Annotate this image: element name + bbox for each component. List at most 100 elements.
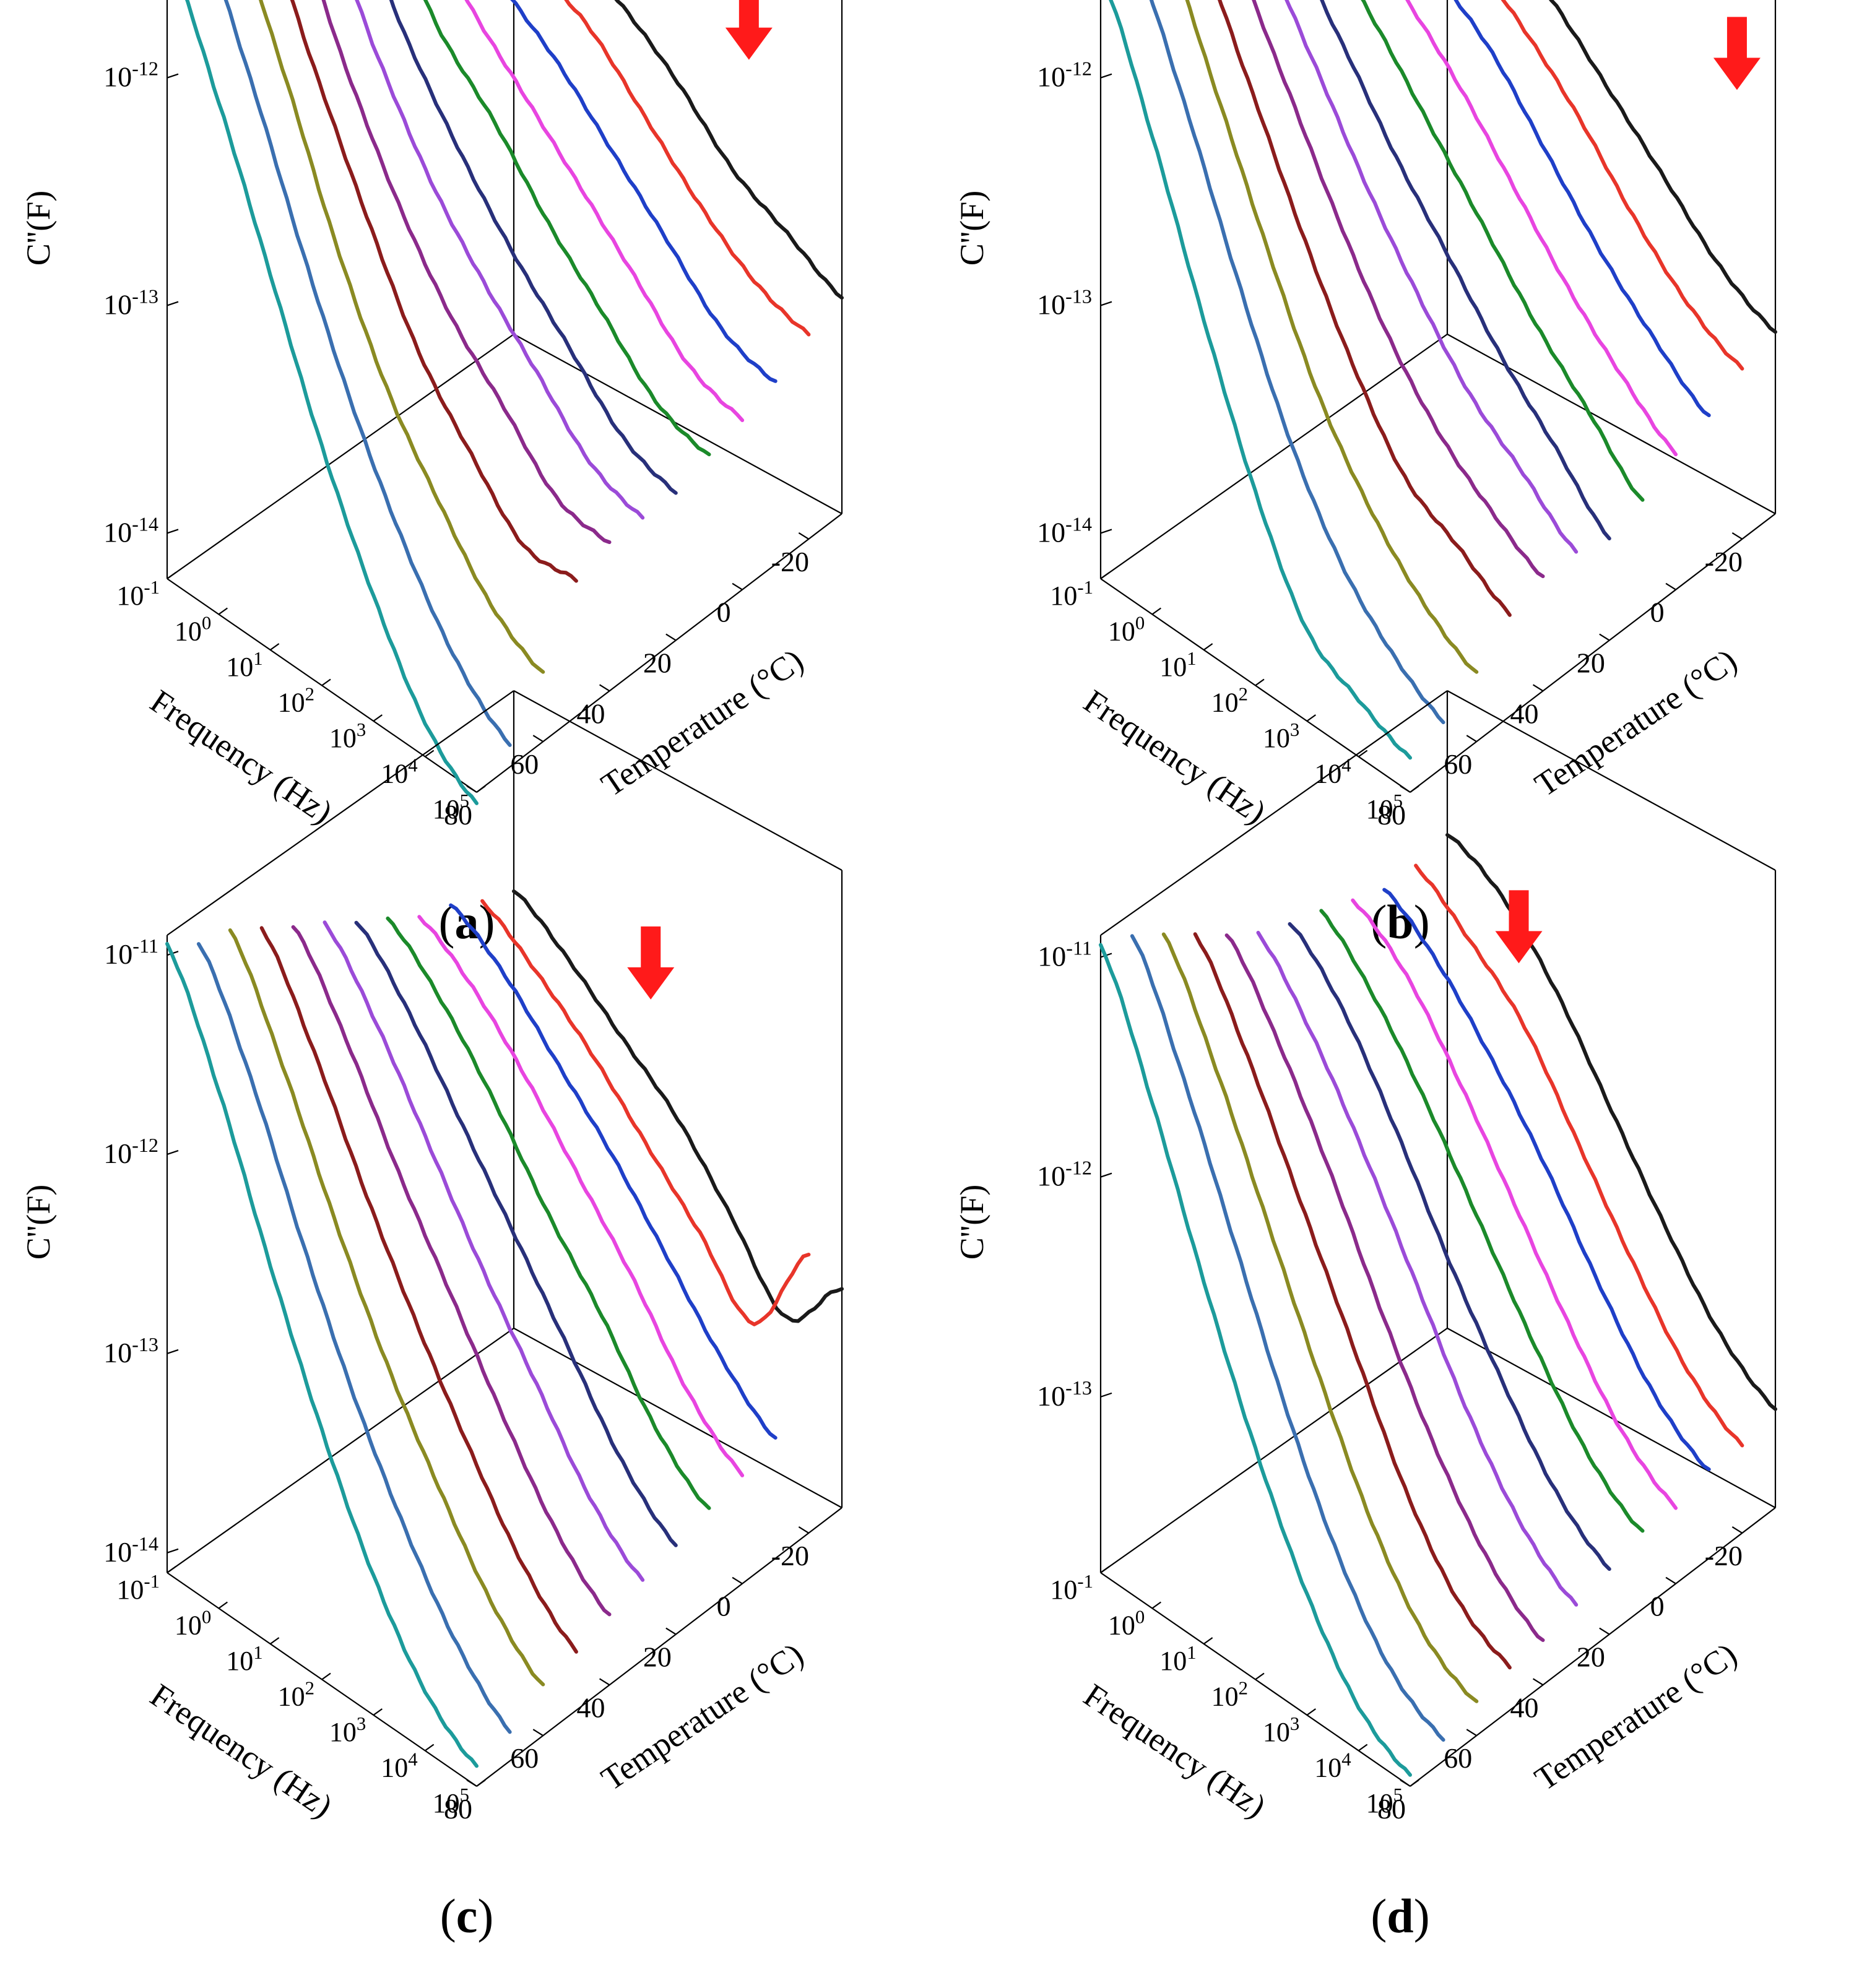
series-line-30 xyxy=(1256,930,1579,1607)
panel-label-c: (c) xyxy=(440,1889,494,1943)
series-line-20 xyxy=(1320,0,1611,541)
series-line-30 xyxy=(1284,0,1579,554)
series-line-0 xyxy=(1405,0,1678,457)
highlight-arrow-icon xyxy=(1495,890,1543,964)
z-tick-label: 10-13 xyxy=(1037,285,1092,321)
temperature-tick-mark xyxy=(665,633,677,641)
temperature-tick-mark xyxy=(466,785,477,793)
frequency-tick-label: 102 xyxy=(278,1678,314,1712)
z-tick-mark xyxy=(1100,529,1112,534)
frequency-tick-mark xyxy=(167,572,176,579)
series-line-60 xyxy=(1185,0,1479,674)
frequency-tick-mark xyxy=(270,1637,280,1644)
z-tick-mark xyxy=(1100,73,1112,79)
temperature-tick-label: 20 xyxy=(1577,1641,1605,1673)
series-line-80 xyxy=(1099,943,1412,1777)
axis-box-edge xyxy=(1100,690,1448,936)
z-tick-mark xyxy=(167,1349,179,1354)
z-tick-label: 10-14 xyxy=(1037,512,1092,548)
series-line-40 xyxy=(321,0,612,544)
z-tick-label: 10-13 xyxy=(103,1333,158,1368)
chart-a: 10-12 10-13 10-14 C''(F) 10-1 100 101 102 103 104… xyxy=(20,0,844,831)
frequency-tick-label: 105 xyxy=(433,1784,469,1818)
plot-area: 10-12 10-13 10-14 C''(F) 10-1 100 101 102 103 104… xyxy=(953,0,1777,831)
frequency-tick-mark xyxy=(167,1566,176,1573)
temperature-tick-label: 80 xyxy=(1377,1793,1406,1825)
frequency-tick-mark xyxy=(321,678,331,686)
series-line-0 xyxy=(417,915,745,1477)
axis-box-edge xyxy=(167,1328,514,1573)
frequency-tick-label: 104 xyxy=(381,755,417,789)
frequency-tick-label: 100 xyxy=(175,613,211,647)
series-line-50 xyxy=(1193,932,1512,1670)
series-line--30 xyxy=(1549,0,1777,334)
highlight-arrow-icon xyxy=(627,926,675,1000)
frequency-tick-label: 10-1 xyxy=(116,577,160,611)
z-tick-mark xyxy=(167,1548,179,1554)
series-line-60 xyxy=(228,928,545,1687)
z-tick-label: 10-12 xyxy=(103,1134,158,1169)
series-line-70 xyxy=(1149,0,1445,725)
frequency-tick-mark xyxy=(1306,714,1316,722)
frequency-tick-mark xyxy=(373,1708,383,1716)
z-tick-label: 10-13 xyxy=(1037,1376,1092,1412)
frequency-tick-label: 101 xyxy=(1159,1642,1196,1676)
axis-box-edge xyxy=(167,690,514,936)
z-tick-label: 10-12 xyxy=(103,58,158,93)
chart-c: 10-11 10-12 10-13 10-14 C''(F) 10-1 100 101 102 1… xyxy=(20,690,844,1825)
chart-d: 10-11 10-12 10-13 C''(F) 10-1 100 101 102 103 104… xyxy=(953,690,1777,1825)
z-tick-mark xyxy=(167,73,179,79)
frequency-tick-mark xyxy=(1203,1637,1213,1644)
temperature-tick-label: 0 xyxy=(1650,597,1665,628)
temperature-axis-label: Temperature (°C) xyxy=(1528,1636,1743,1798)
frequency-tick-label: 101 xyxy=(226,648,262,682)
frequency-tick-label: 105 xyxy=(433,790,469,824)
temperature-axis-label: Temperature (°C) xyxy=(594,1636,810,1798)
series-line-20 xyxy=(389,0,678,495)
temperature-tick-label: 40 xyxy=(1510,1692,1539,1723)
temperature-tick-label: 40 xyxy=(577,1692,605,1723)
axis-box-edge xyxy=(1447,1328,1776,1508)
series-line-70 xyxy=(223,0,512,747)
series-line-0 xyxy=(464,0,745,422)
frequency-tick-mark xyxy=(1358,1744,1368,1752)
z-tick-label: 10-12 xyxy=(1037,1157,1092,1192)
temperature-tick-mark xyxy=(1400,785,1411,793)
series-line-20 xyxy=(354,920,678,1547)
temperature-tick-mark xyxy=(732,582,743,590)
temperature-tick-mark xyxy=(798,532,809,540)
frequency-axis-label: Frequency (Hz) xyxy=(1077,1677,1273,1825)
chart-b: 10-12 10-13 10-14 C''(F) 10-1 100 101 102 103 104… xyxy=(953,0,1777,831)
temperature-tick-mark xyxy=(1731,532,1743,540)
frequency-axis-label: Frequency (Hz) xyxy=(144,1677,339,1825)
axis-box-edge xyxy=(476,1507,843,1787)
z-tick-label: 10-14 xyxy=(103,1532,158,1568)
axis-box-edge xyxy=(167,334,514,579)
frequency-tick-mark xyxy=(476,1779,486,1787)
frequency-tick-mark xyxy=(218,607,228,615)
series-line--20 xyxy=(480,899,811,1326)
frequency-axis-label: Frequency (Hz) xyxy=(1077,683,1273,831)
series-line--20 xyxy=(564,0,811,337)
panel-label-d: (d) xyxy=(1371,1889,1430,1943)
frequency-tick-label: 104 xyxy=(1314,755,1351,789)
frequency-tick-label: 10-1 xyxy=(116,1571,160,1605)
frequency-tick-mark xyxy=(1151,607,1161,615)
series-line-40 xyxy=(1224,933,1545,1642)
frequency-tick-label: 10-1 xyxy=(1050,577,1093,611)
frequency-tick-mark xyxy=(1358,750,1368,758)
temperature-tick-mark xyxy=(1665,1576,1676,1584)
temperature-tick-label: 0 xyxy=(717,1591,731,1622)
series-line-60 xyxy=(259,0,545,674)
z-axis-label: C''(F) xyxy=(20,1185,57,1260)
frequency-tick-label: 103 xyxy=(329,1713,366,1747)
series-line-50 xyxy=(1218,0,1512,617)
axis-box-edge xyxy=(1410,513,1776,793)
frequency-tick-label: 100 xyxy=(1108,613,1145,647)
temperature-tick-mark xyxy=(599,684,610,692)
series-line-30 xyxy=(355,0,645,520)
frequency-tick-mark xyxy=(270,643,280,650)
frequency-tick-label: 100 xyxy=(1108,1607,1145,1641)
axis-box-edge xyxy=(513,334,843,514)
frequency-tick-label: 101 xyxy=(226,1642,262,1676)
